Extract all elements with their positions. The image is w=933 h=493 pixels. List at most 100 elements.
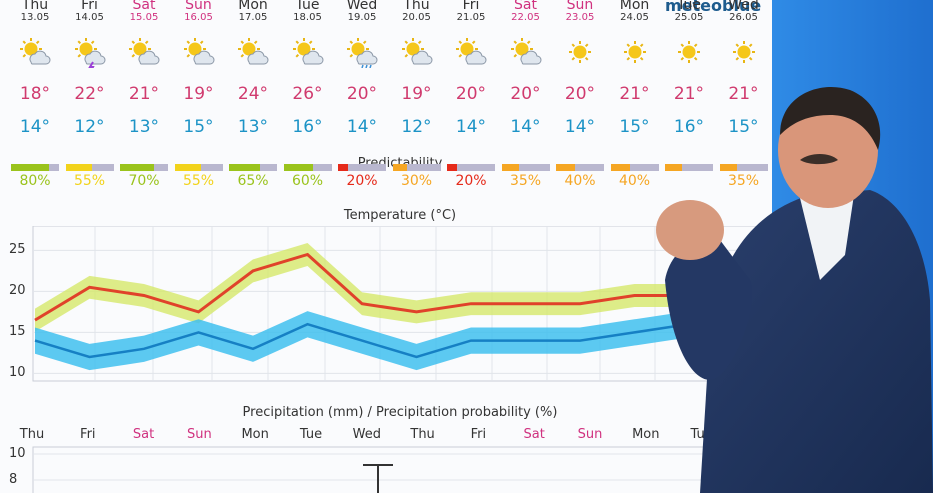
precipitation-day-label: Wed: [352, 427, 381, 442]
min-temperature: 16°: [292, 117, 323, 137]
day-column: Fri 21.05: [444, 0, 498, 23]
max-temperature: 21°: [128, 84, 160, 104]
max-temperature: 18°: [19, 84, 51, 104]
day-name: Thu: [403, 0, 430, 13]
max-temperature: 26°: [292, 84, 323, 104]
max-temperature: 21°: [619, 84, 650, 104]
precipitation-tick-label: 10: [9, 446, 26, 461]
precipitation-day-label: Fri: [80, 427, 96, 442]
suit-jacket: [700, 190, 933, 493]
predictability-value: 55%: [73, 173, 106, 189]
min-temperature: 15°: [619, 117, 650, 137]
predictability-bar: [447, 164, 495, 171]
day-name: Mon: [238, 0, 268, 13]
precipitation-day-label: Sat: [523, 427, 545, 442]
min-temperature: 16°: [673, 117, 705, 137]
day-name: Sat: [514, 0, 537, 13]
precipitation-day-label: Mon: [241, 427, 269, 442]
day-name: Fri: [81, 0, 98, 13]
day-column: Mon 17.05: [226, 0, 280, 23]
min-temperature: 14°: [19, 117, 51, 137]
day-date: 21.05: [456, 12, 486, 23]
brand-logo: meteoblue: [665, 0, 762, 15]
max-temperature: 21°: [728, 84, 759, 104]
day-column: Tue 25.05: [662, 0, 716, 23]
max-temperature: 20°: [346, 84, 378, 104]
day-name: Wed: [728, 0, 759, 13]
sun-cloud-rain-icon: [347, 38, 378, 68]
max-temperature: 21°: [673, 84, 705, 104]
max-temperature: 20°: [510, 84, 541, 104]
predictability-value: 80%: [19, 173, 51, 189]
predictability-bar: [719, 164, 768, 171]
temperature-tick-label: 10: [9, 365, 26, 381]
hands: [656, 200, 724, 260]
sun-cloud-icon: [292, 38, 323, 65]
sun-icon: [623, 41, 646, 63]
day-date: 14.05: [75, 12, 104, 23]
sun-icon: [569, 41, 591, 63]
predictability-bar: [174, 164, 223, 171]
day-column: Sat 15.05: [117, 0, 171, 23]
predictability-value: 70%: [128, 173, 160, 189]
max-temperature: 19°: [183, 84, 214, 104]
min-temperature: 14°: [455, 117, 487, 137]
sun-cloud-icon: [238, 38, 269, 65]
day-date: 18.05: [293, 12, 322, 23]
day-name: Fri: [462, 0, 480, 13]
sun-cloud-icon: [183, 38, 214, 65]
max-temperature: 20°: [455, 84, 487, 104]
precipitation-day-label: Fri: [470, 427, 487, 442]
day-column: Wed 19.05: [335, 0, 389, 23]
day-date: 13.05: [20, 12, 50, 23]
precipitation-day-label: Sun: [577, 427, 603, 442]
predictability-bar: [665, 164, 713, 171]
sun-cloud-icon: [129, 38, 160, 65]
predictability-bar: [229, 164, 277, 171]
predictability-bar: [65, 164, 114, 171]
predictability-value: 20%: [346, 173, 378, 189]
predictability-value: 20%: [455, 173, 487, 189]
day-date: 23.05: [565, 12, 595, 23]
moustache: [800, 154, 838, 165]
precipitation-chart: [32, 446, 772, 493]
day-name: Tue: [295, 0, 320, 13]
min-temperature: 12°: [401, 117, 432, 137]
day-date: 19.05: [347, 12, 377, 23]
max-temperature: 20°: [564, 84, 596, 104]
max-temperature: 22°: [74, 84, 105, 104]
day-name: Tue: [677, 0, 701, 13]
sun-icon: [732, 41, 755, 63]
max-temperature: 24°: [237, 84, 269, 104]
day-date: 24.05: [620, 12, 649, 23]
precipitation-day-label: Mon: [632, 427, 660, 442]
day-date: 26.05: [729, 12, 758, 23]
day-column: Tue 18.05: [281, 0, 335, 23]
hair: [780, 87, 881, 150]
predictability-bar: [392, 164, 441, 171]
min-temperature: 12°: [74, 117, 105, 137]
day-column: Mon 24.05: [608, 0, 662, 23]
predictability-bar: [501, 164, 550, 171]
min-temperature: 13°: [128, 117, 160, 137]
min-temperature: 15°: [183, 117, 214, 137]
predictability-value: 40%: [564, 173, 596, 189]
precip-frame: [32, 446, 772, 493]
day-column: Sat 22.05: [499, 0, 553, 23]
sun-cloud-icon: [456, 38, 487, 65]
predictability-bar: [556, 164, 604, 171]
day-date: 16.05: [184, 12, 213, 23]
day-date: 22.05: [511, 12, 540, 23]
day-name: Thu: [21, 0, 49, 13]
day-date: 15.05: [129, 12, 159, 23]
day-column: Sun 16.05: [172, 0, 226, 23]
precipitation-day-label: Sat: [132, 427, 155, 442]
predictability-value: 40%: [618, 173, 651, 189]
precipitation-title: Precipitation (mm) / Precipitation proba…: [242, 405, 558, 420]
predictability-bar: [338, 164, 386, 171]
temperature-chart: [32, 226, 772, 382]
precipitation-day-label: Thu: [19, 427, 45, 442]
min-temperature-band: [35, 311, 744, 371]
sun-icon: [678, 41, 700, 63]
day-name: Sat: [132, 0, 156, 13]
